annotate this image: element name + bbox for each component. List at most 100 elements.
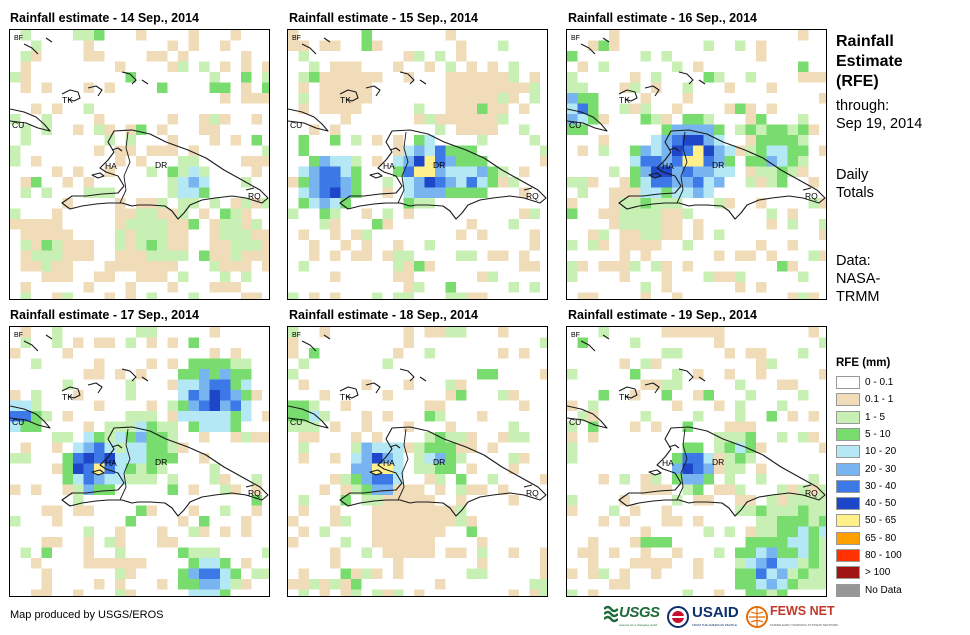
rainfall-cell	[220, 411, 231, 422]
rainfall-cell	[94, 145, 105, 156]
rainfall-cell	[424, 453, 435, 464]
turks-caicos-coastline	[61, 85, 103, 102]
rainfall-cell	[487, 166, 498, 177]
rainfall-cell	[340, 198, 351, 209]
rainfall-cell	[529, 93, 540, 104]
rainfall-cell	[414, 103, 425, 114]
rainfall-cell	[435, 463, 446, 474]
rainfall-cell	[298, 505, 309, 516]
map-label-cu: CU	[569, 120, 581, 130]
rainfall-cell	[735, 432, 746, 443]
rainfall-cell	[241, 208, 252, 219]
rainfall-cell	[498, 114, 509, 125]
rainfall-cell	[361, 411, 372, 422]
rainfall-cell	[220, 421, 231, 432]
rainfall-cell	[487, 103, 498, 114]
rainfall-cell	[424, 547, 435, 558]
rainfall-cell	[199, 379, 210, 390]
rainfall-cell	[640, 411, 651, 422]
rainfall-cell	[83, 453, 94, 464]
puerto-rico-coastline	[523, 484, 533, 488]
rainfall-cell	[20, 177, 31, 188]
rainfall-cell	[682, 135, 693, 146]
product-title-line-2: Estimate	[836, 53, 903, 70]
rainfall-cell	[630, 390, 641, 401]
rainfall-cell	[241, 219, 252, 230]
rainfall-cell	[188, 187, 199, 198]
rainfall-cell	[424, 432, 435, 443]
rainfall-cell	[94, 51, 105, 62]
rainfall-cell	[798, 579, 809, 590]
rainfall-cell	[298, 411, 309, 422]
rainfall-cell	[798, 558, 809, 569]
rainfall-cell	[20, 82, 31, 93]
rainfall-cell	[94, 442, 105, 453]
rainfall-cell	[209, 411, 220, 422]
rainfall-cell	[288, 40, 299, 51]
rainfall-cell	[756, 145, 767, 156]
rainfall-cell	[188, 579, 199, 590]
rainfall-cell	[477, 229, 488, 240]
rainfall-cell	[209, 198, 220, 209]
rainfall-cell	[477, 537, 488, 548]
rainfall-cell	[188, 421, 199, 432]
rainfall-cell	[146, 505, 157, 516]
rainfall-cell	[787, 145, 798, 156]
rainfall-cell	[115, 474, 126, 485]
rainfall-cell	[703, 124, 714, 135]
rainfall-cell	[466, 114, 477, 125]
rainfall-cell	[808, 124, 819, 135]
rainfall-cell	[466, 93, 477, 104]
rainfall-cell	[424, 442, 435, 453]
rainfall-cell	[10, 348, 21, 359]
rainfall-cell	[83, 432, 94, 443]
rainfall-cell	[445, 292, 456, 299]
rainfall-cell	[251, 292, 262, 299]
rainfall-cell	[819, 250, 826, 261]
rainfall-cell	[703, 114, 714, 125]
rainfall-cell	[167, 400, 178, 411]
rainfall-cell	[309, 61, 320, 72]
gonave-coastline	[369, 172, 383, 179]
rainfall-grid	[567, 30, 826, 299]
rainfall-cell	[403, 208, 414, 219]
rainfall-cell	[241, 400, 252, 411]
rainfall-cell	[309, 187, 320, 198]
rainfall-cell	[382, 547, 393, 558]
rainfall-cell	[199, 589, 210, 596]
rainfall-cell	[251, 568, 262, 579]
rainfall-cell	[567, 198, 578, 209]
rainfall-cell	[209, 589, 220, 596]
rainfall-cell	[777, 135, 788, 146]
rainfall-cell	[661, 177, 672, 188]
rainfall-cell	[209, 474, 220, 485]
rainfall-cell	[477, 558, 488, 569]
rainfall-cell	[41, 250, 52, 261]
rainfall-cell	[251, 390, 262, 401]
rainfall-cell	[372, 219, 383, 230]
rainfall-cell	[588, 114, 599, 125]
legend-swatch	[836, 514, 860, 528]
gonave-coastline	[91, 172, 105, 179]
rainfall-cell	[241, 558, 252, 569]
fewsnet-globe-icon	[746, 606, 768, 628]
rainfall-cell	[220, 474, 231, 485]
rainfall-cell	[640, 145, 651, 156]
rainfall-cell	[787, 547, 798, 558]
rainfall-cell	[136, 369, 147, 380]
rainfall-cell	[498, 177, 509, 188]
rainfall-cell	[73, 442, 84, 453]
rainfall-cell	[424, 474, 435, 485]
rainfall-cell	[146, 292, 157, 299]
rainfall-cell	[714, 156, 725, 167]
rainfall-cell	[640, 547, 651, 558]
rainfall-cell	[393, 250, 404, 261]
rainfall-cell	[104, 442, 115, 453]
rainfall-cell	[382, 474, 393, 485]
rainfall-cell	[466, 250, 477, 261]
rainfall-cell	[640, 103, 651, 114]
usgs-logo: USGS science for a changing world	[604, 603, 664, 631]
haiti-dr-border	[397, 428, 409, 501]
rainfall-cell	[340, 537, 351, 548]
rainfall-cell	[651, 474, 662, 485]
